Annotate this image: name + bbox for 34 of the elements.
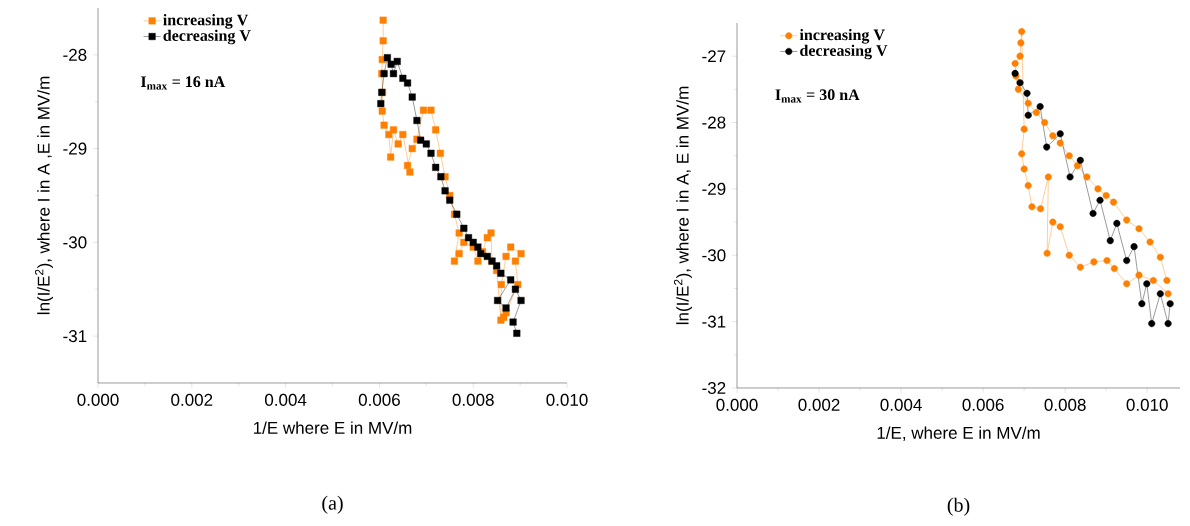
text: I$_{max}$ = 16 nA [140,76,226,90]
legend-label: increasing V [799,28,885,44]
x-tick-label: 0.010 [546,393,588,406]
legend-label: increasing V [163,14,249,29]
legend-label: decreasing V [800,44,888,60]
x-tick-label: 0.002 [171,393,213,406]
y-axis-title: ln(I/E$^{2}$), where I in A, E in MV/m [673,86,693,325]
y-tick-label: -29 [702,182,726,195]
x-tick-label: 0.008 [1044,398,1086,411]
y-tick-label: -30 [63,236,87,249]
x-tick-label: 0.010 [1126,398,1168,411]
legend-label: decreasing V [163,29,251,45]
x-tick-label: 0.004 [880,398,922,411]
y-axis-title: ln(I/E$^{2}$), where I in A ,E in MV/m [34,76,54,315]
y-tick-label: -31 [63,330,87,343]
y-tick-label: -30 [702,249,726,262]
text: I$_{max}$ = 30 nA [775,89,860,103]
y-tick-label: -31 [702,315,726,328]
y-tick-label: -29 [63,142,87,155]
text: (a) [322,495,343,514]
y-tick-label: -28 [63,48,87,61]
x-axis-title: 1/E where E in MV/m [253,421,412,434]
x-tick-label: 0.004 [265,393,307,406]
x-tick-label: 0.008 [452,393,494,406]
y-tick-label: -32 [702,381,726,395]
y-tick-label: -28 [702,116,726,129]
x-tick-label: 0.006 [358,393,400,406]
x-tick-label: 0.006 [962,398,1004,411]
y-tick-label: -27 [702,50,726,63]
x-axis-title: 1/E, where E in MV/m [877,426,1040,441]
x-tick-label: 0.000 [77,393,119,406]
x-tick-label: 0.002 [798,398,840,411]
x-tick-label: 0.000 [716,398,758,411]
text: (b) [947,497,970,516]
